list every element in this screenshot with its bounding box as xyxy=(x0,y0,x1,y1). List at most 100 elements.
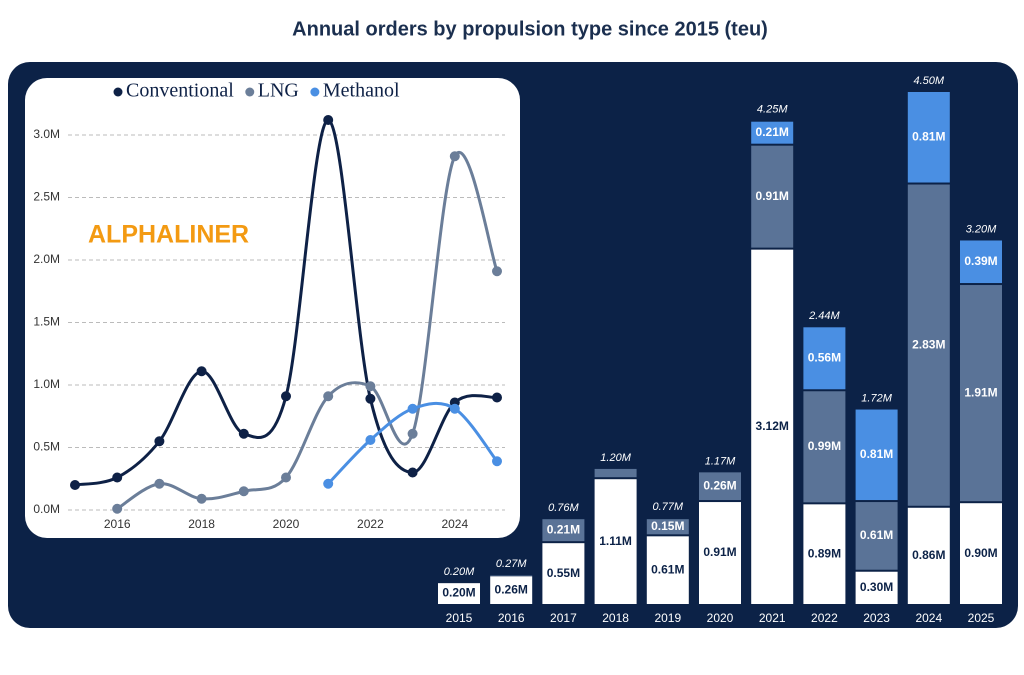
point xyxy=(323,391,334,402)
y-tick-label: 1.0M xyxy=(33,377,60,391)
point xyxy=(154,478,165,489)
bar-segment xyxy=(699,502,741,604)
total-label: 0.20M xyxy=(444,566,475,578)
bar-segment xyxy=(960,240,1002,284)
legend-marker xyxy=(310,87,320,97)
total-label: 2.44M xyxy=(808,310,840,322)
legend-marker xyxy=(245,87,255,97)
point xyxy=(407,467,418,478)
point xyxy=(112,503,123,514)
bar-segment xyxy=(907,507,950,604)
data-label: 0.26M xyxy=(703,478,736,492)
x-tick-label: 2020 xyxy=(707,611,734,625)
bar-segment xyxy=(751,249,794,605)
bar-segment xyxy=(855,409,898,501)
y-tick-label: 0.0M xyxy=(33,502,60,516)
bar-segment xyxy=(960,503,1002,604)
bar-segment xyxy=(960,285,1002,502)
data-label: 0.61M xyxy=(860,528,893,542)
data-label: 1.91M xyxy=(964,385,997,399)
data-label: 0.91M xyxy=(703,545,736,559)
bar-segment xyxy=(594,468,637,478)
x-tick-label: 2021 xyxy=(759,611,786,625)
data-label: 0.15M xyxy=(651,519,684,533)
x-tick-label: 2018 xyxy=(188,517,215,531)
total-label: 0.77M xyxy=(653,501,684,513)
bar-segment xyxy=(855,502,898,570)
point xyxy=(365,393,376,404)
point xyxy=(365,435,376,445)
data-label: 0.26M xyxy=(495,582,528,596)
bar-segment xyxy=(803,391,846,503)
bar-segment xyxy=(907,92,950,183)
x-tick-label: 2015 xyxy=(446,611,473,625)
x-tick-label: 2023 xyxy=(863,611,890,625)
y-tick-label: 2.5M xyxy=(33,190,60,204)
point xyxy=(154,436,165,447)
data-label: 0.39M xyxy=(964,254,997,268)
bar-segment xyxy=(542,543,585,604)
total-label: 3.20M xyxy=(966,223,997,235)
point xyxy=(196,493,207,504)
total-label: 4.25M xyxy=(757,103,788,115)
bar-segment xyxy=(855,571,898,604)
point xyxy=(449,403,460,414)
data-label: 0.99M xyxy=(808,439,841,453)
y-tick-label: 2.0M xyxy=(33,252,60,266)
bar-segment xyxy=(438,583,480,604)
data-label: 0.89M xyxy=(808,546,841,560)
x-tick-label: 2018 xyxy=(602,611,629,625)
data-label: 0.55M xyxy=(547,566,580,580)
point xyxy=(112,472,123,483)
bar-segment xyxy=(803,504,846,604)
y-tick-label: 1.5M xyxy=(33,315,60,329)
data-label: 3.12M xyxy=(756,419,789,433)
data-label: 2.83M xyxy=(912,337,945,351)
point xyxy=(492,392,502,403)
data-label: 0.61M xyxy=(651,562,684,576)
bar-segment xyxy=(646,519,689,535)
bar-segment xyxy=(699,472,741,501)
y-tick-label: 3.0M xyxy=(33,127,60,141)
data-label: 0.91M xyxy=(756,189,789,203)
chart-title: Annual orders by propulsion type since 2… xyxy=(292,18,768,40)
bar-segment xyxy=(542,519,585,542)
point xyxy=(449,151,460,162)
bar-segment xyxy=(803,327,846,390)
point xyxy=(281,472,291,483)
watermark: ALPHALINER xyxy=(88,221,249,249)
data-label: 0.30M xyxy=(860,580,893,594)
legend-label: LNG xyxy=(258,80,299,102)
x-tick-label: 2025 xyxy=(968,611,995,625)
point xyxy=(281,391,291,402)
data-label: 0.81M xyxy=(912,129,945,143)
data-label: 0.56M xyxy=(808,350,841,364)
x-tick-label: 2016 xyxy=(498,611,525,625)
y-tick-label: 0.5M xyxy=(33,440,60,454)
point xyxy=(323,115,334,125)
data-label: 0.86M xyxy=(912,548,945,562)
x-tick-label: 2020 xyxy=(273,517,300,531)
x-tick-label: 2022 xyxy=(811,611,838,625)
point xyxy=(323,478,334,489)
bar-segment xyxy=(490,575,533,576)
inset-panel xyxy=(25,78,520,538)
bar-segment xyxy=(907,184,950,506)
x-tick-label: 2024 xyxy=(915,611,942,625)
data-label: 0.81M xyxy=(860,447,893,461)
data-label: 0.21M xyxy=(547,522,580,536)
bar-segment xyxy=(751,121,794,144)
total-label: 1.72M xyxy=(861,392,892,404)
bar-segment xyxy=(751,145,794,248)
data-label: 0.20M xyxy=(442,586,475,600)
bar-segment xyxy=(490,576,533,604)
data-label: 0.90M xyxy=(964,546,997,560)
point xyxy=(407,403,418,414)
bar-segment xyxy=(594,479,637,604)
point xyxy=(196,366,207,377)
total-label: 4.50M xyxy=(914,75,945,87)
point xyxy=(238,486,249,497)
legend-label: Conventional xyxy=(126,80,234,102)
total-label: 0.27M xyxy=(496,558,527,570)
